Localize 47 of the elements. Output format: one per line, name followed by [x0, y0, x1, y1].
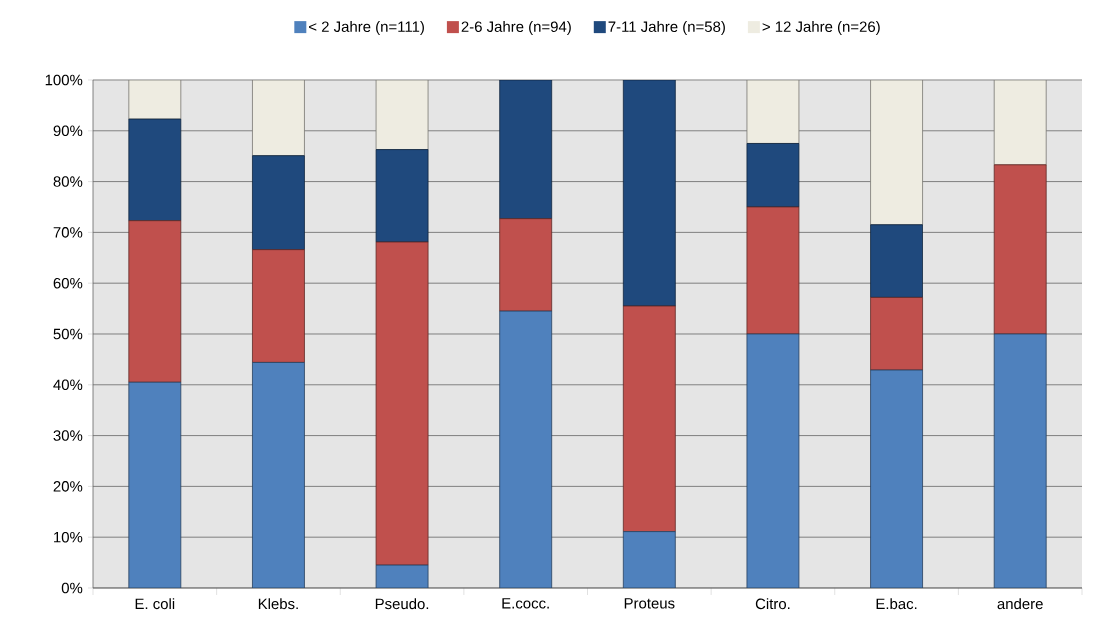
legend-label: 2-6 Jahre (n=94) [461, 21, 571, 35]
bar [375, 241, 429, 566]
bar [375, 149, 429, 243]
y-tick-label: 0% [61, 582, 83, 594]
bar [746, 206, 800, 335]
bar [746, 143, 800, 208]
y-tick-label: 90% [53, 125, 83, 137]
bar [622, 531, 676, 588]
bar [870, 297, 923, 371]
y-tick-label: 70% [53, 227, 83, 238]
legend-label: > 12 Jahre (n=26) [762, 21, 880, 35]
x-tick-label: E.bac. [876, 598, 917, 610]
y-tick-label: 80% [53, 176, 83, 187]
y-tick-label: 100% [45, 74, 83, 86]
x-tick-label: Klebs. [258, 598, 298, 610]
bar [622, 79, 676, 307]
y-tick-label: 40% [53, 379, 83, 391]
bar [128, 381, 182, 588]
x-tick-label: E. coli [135, 598, 175, 610]
bar [252, 362, 305, 588]
legend-label: 7-11 Jahre (n=58) [608, 21, 725, 35]
y-tick-label: 60% [53, 277, 83, 289]
bar [499, 218, 553, 312]
bar [870, 369, 923, 588]
y-tick-label: 20% [53, 481, 83, 492]
bar [746, 79, 800, 144]
bar [993, 164, 1047, 335]
x-tick-label: Pseudo. [375, 598, 429, 610]
bar [128, 220, 182, 383]
bar [252, 249, 305, 363]
y-tick-label: 10% [54, 531, 83, 543]
bar [252, 155, 305, 251]
x-tick-label: andere [997, 598, 1043, 610]
bar [993, 333, 1047, 588]
y-tick-label: 50% [53, 328, 83, 340]
x-tick-label: Proteus [624, 598, 675, 609]
y-tick-label: 30% [53, 430, 83, 441]
bar [622, 305, 676, 532]
bar [499, 79, 553, 220]
bar [746, 333, 800, 588]
bar [128, 118, 182, 222]
bar [499, 310, 553, 588]
bar [375, 79, 429, 150]
x-tick-label: Citro. [755, 598, 790, 610]
legend-label: < 2 Jahre (n=111) [309, 21, 424, 35]
bar [870, 224, 923, 298]
x-tick-label: E.cocc. [502, 598, 549, 609]
